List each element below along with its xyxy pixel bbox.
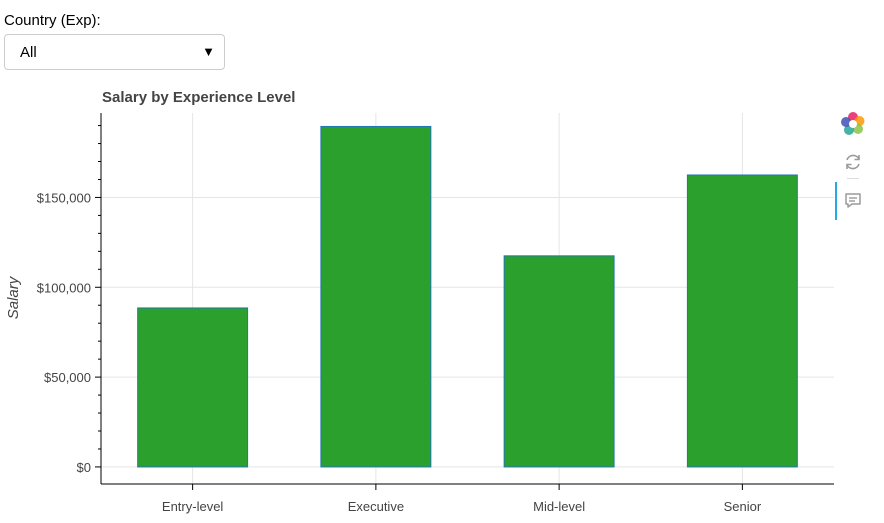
country-select-value: All [20,44,37,61]
y-tick-label: $150,000 [37,190,91,205]
bar-entry-level[interactable] [137,307,249,468]
country-filter-label: Country (Exp): [4,12,101,29]
y-tick-label: $50,000 [44,370,91,385]
chevron-down-icon: ▼ [202,44,215,59]
x-axis: Entry-level Executive Mid-level Senior [162,484,762,514]
bar-executive[interactable] [320,125,432,468]
bars-group [137,125,798,468]
y-tick-label: $0 [77,460,91,475]
x-tick-label: Senior [724,499,762,514]
chart-toolbar [835,110,871,230]
x-tick-label: Executive [348,499,404,514]
country-select[interactable]: All ▼ [4,34,225,70]
bokeh-logo-icon[interactable] [841,112,865,136]
reset-icon[interactable] [841,150,865,174]
hover-icon[interactable] [841,188,865,212]
y-tick-label: $100,000 [37,280,91,295]
bar-mid-level[interactable] [503,255,615,468]
x-tick-label: Entry-level [162,499,224,514]
bar-senior[interactable] [686,174,798,468]
toolbar-separator [847,178,859,179]
y-axis: $0 $50,000 $100,000 $150,000 [37,125,101,475]
salary-bar-chart: $0 $50,000 $100,000 $150,000 Entry-level Exe… [5,89,834,514]
active-tool-indicator [835,182,837,220]
chart-title: Salary by Experience Level [102,89,295,106]
y-axis-label: Salary [5,275,22,319]
x-tick-label: Mid-level [533,499,585,514]
